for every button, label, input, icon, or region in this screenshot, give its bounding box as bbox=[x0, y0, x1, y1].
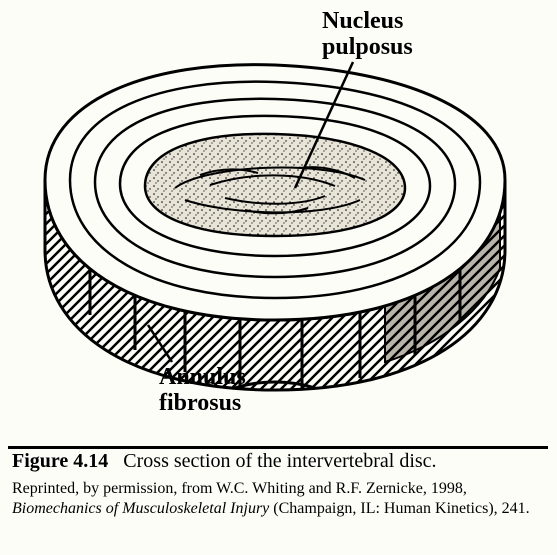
disc-svg bbox=[0, 0, 557, 440]
caption-number: Figure 4.14 bbox=[12, 450, 108, 472]
label-annulus: Annulus fibrosus bbox=[159, 364, 246, 417]
caption-text: Cross section of the intervertebral disc… bbox=[123, 450, 436, 472]
credit-suffix: (Champaign, IL: Human Kinetics), 241. bbox=[269, 500, 529, 517]
disc-diagram: Nucleus pulposus Annulus fibrosus bbox=[0, 0, 557, 440]
credit-italic: Biomechanics of Musculoskeletal Injury bbox=[12, 500, 269, 517]
label-nucleus: Nucleus pulposus bbox=[322, 8, 413, 61]
label-annulus-l1: Annulus bbox=[159, 364, 246, 390]
label-nucleus-l2: pulposus bbox=[322, 34, 413, 60]
label-nucleus-l1: Nucleus bbox=[322, 8, 403, 34]
caption-credit: Reprinted, by permission, from W.C. Whit… bbox=[12, 479, 546, 519]
caption: Figure 4.14 Cross section of the interve… bbox=[12, 450, 546, 519]
credit-prefix: Reprinted, by permission, from W.C. Whit… bbox=[12, 480, 467, 497]
nucleus-pulposus bbox=[145, 134, 405, 236]
caption-title: Figure 4.14 Cross section of the interve… bbox=[12, 450, 546, 473]
label-annulus-l2: fibrosus bbox=[159, 390, 241, 416]
separator-rule bbox=[8, 446, 548, 449]
